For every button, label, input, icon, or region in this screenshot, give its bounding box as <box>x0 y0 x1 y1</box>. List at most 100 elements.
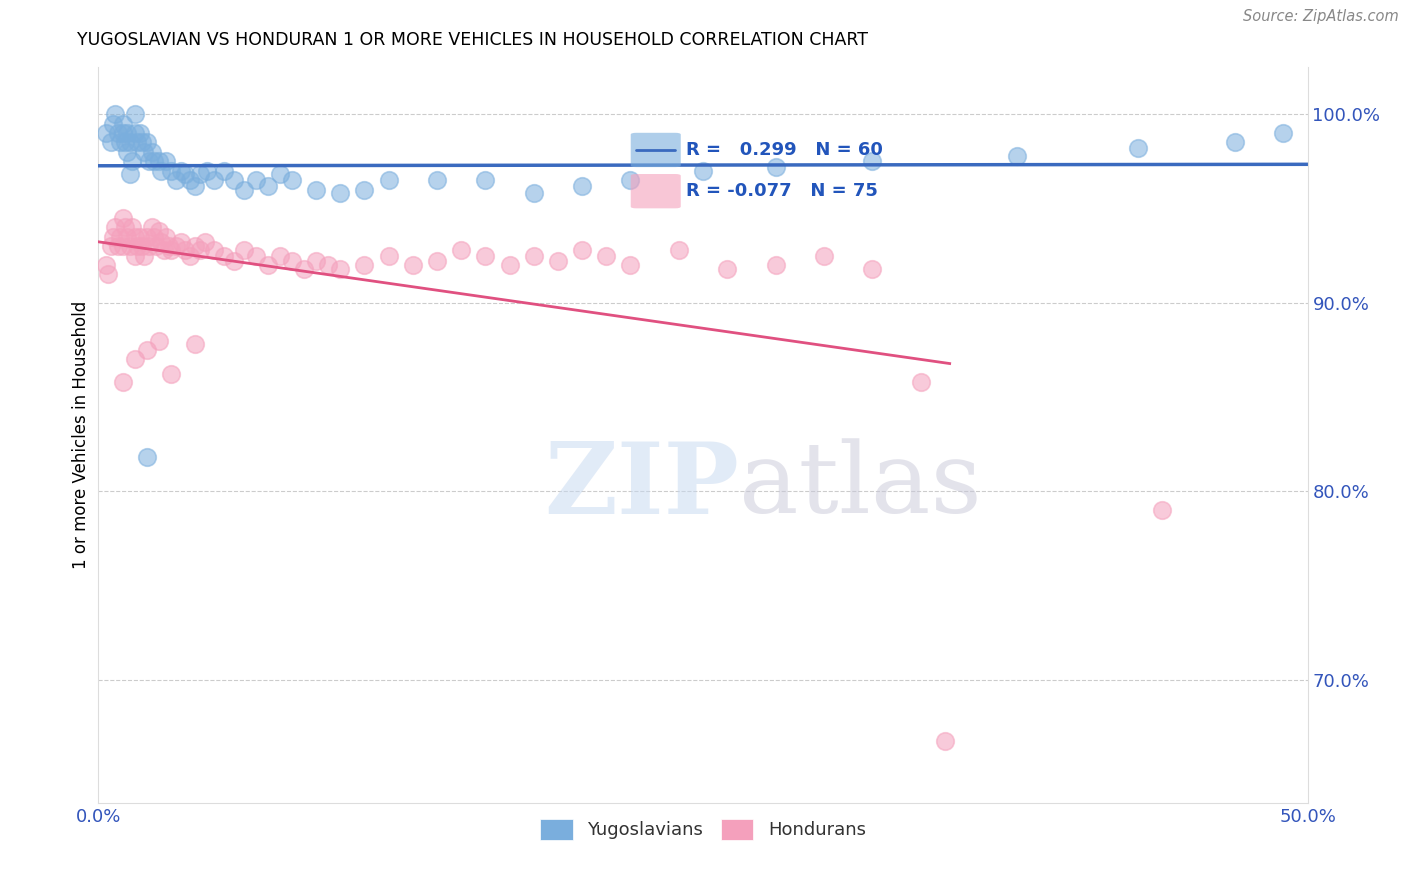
Point <box>124 352 146 367</box>
Point <box>204 173 226 187</box>
Point <box>150 235 173 250</box>
Point <box>245 249 267 263</box>
Point <box>188 168 211 182</box>
Point <box>184 337 207 351</box>
Point <box>157 239 180 253</box>
Point <box>100 239 122 253</box>
Point <box>94 258 117 272</box>
Point <box>101 116 124 130</box>
Point <box>212 163 235 178</box>
Point <box>143 229 166 244</box>
Point <box>160 368 183 382</box>
Point <box>108 229 131 244</box>
Point <box>118 239 141 253</box>
Point <box>135 343 157 357</box>
Text: R = -0.077   N = 75: R = -0.077 N = 75 <box>686 182 879 200</box>
Point <box>141 220 163 235</box>
Point <box>165 173 187 187</box>
Point <box>402 258 425 272</box>
Point <box>97 268 120 282</box>
FancyBboxPatch shape <box>631 174 681 209</box>
Text: Source: ZipAtlas.com: Source: ZipAtlas.com <box>1243 9 1399 24</box>
Point <box>131 239 153 253</box>
Point <box>934 733 956 747</box>
Point <box>135 136 157 150</box>
Point <box>117 126 139 140</box>
Point <box>377 173 399 187</box>
Point <box>619 173 641 187</box>
Point <box>256 178 278 193</box>
Point <box>179 249 201 263</box>
Point <box>124 249 146 263</box>
Point <box>523 186 546 201</box>
Point <box>134 249 156 263</box>
Point <box>152 243 174 257</box>
Point <box>571 243 593 257</box>
Point <box>1223 136 1246 150</box>
Point <box>135 229 157 244</box>
Point <box>145 239 167 253</box>
Text: YUGOSLAVIAN VS HONDURAN 1 OR MORE VEHICLES IN HOUSEHOLD CORRELATION CHART: YUGOSLAVIAN VS HONDURAN 1 OR MORE VEHICL… <box>77 31 869 49</box>
Point <box>118 136 141 150</box>
Point <box>222 173 245 187</box>
Point <box>128 229 150 244</box>
Point <box>121 220 143 235</box>
FancyBboxPatch shape <box>631 133 681 167</box>
Point <box>426 173 449 187</box>
Point <box>114 136 136 150</box>
Point <box>329 261 352 276</box>
Text: atlas: atlas <box>740 439 981 534</box>
Point <box>124 229 146 244</box>
Point <box>138 239 160 253</box>
Point <box>194 235 217 250</box>
Point <box>595 249 617 263</box>
Point <box>305 254 328 268</box>
Point <box>111 126 134 140</box>
Point <box>547 254 569 268</box>
Point <box>1007 148 1029 162</box>
Point <box>212 249 235 263</box>
Point <box>668 243 690 257</box>
Point <box>127 239 149 253</box>
Point <box>188 243 211 257</box>
Point <box>232 182 254 196</box>
Point <box>118 168 141 182</box>
Point <box>498 258 520 272</box>
Point <box>150 163 173 178</box>
Point <box>169 235 191 250</box>
Point <box>94 126 117 140</box>
Point <box>101 229 124 244</box>
Point <box>1272 126 1295 140</box>
Point <box>305 182 328 196</box>
Point <box>104 107 127 121</box>
Point <box>141 145 163 159</box>
Point <box>619 258 641 272</box>
Point <box>571 178 593 193</box>
Point <box>134 145 156 159</box>
Point <box>245 173 267 187</box>
Point <box>292 261 315 276</box>
Point <box>269 168 291 182</box>
Point <box>148 334 170 348</box>
Point <box>143 154 166 169</box>
Point <box>128 126 150 140</box>
Point <box>523 249 546 263</box>
Point <box>117 229 139 244</box>
Point <box>111 211 134 225</box>
Point <box>160 243 183 257</box>
Point <box>108 136 131 150</box>
Point <box>124 107 146 121</box>
Point <box>155 154 177 169</box>
Point <box>117 145 139 159</box>
Point <box>426 254 449 268</box>
Point <box>148 154 170 169</box>
Point <box>160 163 183 178</box>
Point <box>765 160 787 174</box>
Point <box>184 178 207 193</box>
Point <box>111 375 134 389</box>
Point <box>131 136 153 150</box>
Point <box>692 163 714 178</box>
Point <box>281 254 304 268</box>
Point <box>179 173 201 187</box>
Point <box>169 163 191 178</box>
